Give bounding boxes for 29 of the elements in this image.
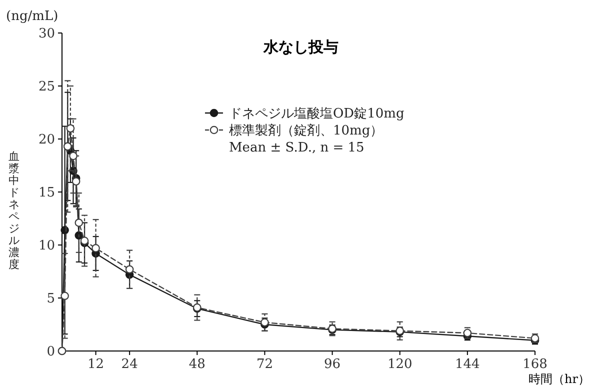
x-tick-label: 120 [387, 357, 412, 372]
x-tick-label: 144 [455, 357, 480, 372]
x-axis-title: 時間（hr） [528, 372, 590, 386]
point [72, 177, 80, 186]
x-tick-label: 12 [88, 357, 104, 372]
text: 血漿中ドネペジル濃度 [8, 150, 20, 271]
y-tick-label: 10 [38, 238, 55, 254]
point [66, 124, 75, 133]
point [74, 218, 84, 227]
x-tick-label: 24 [121, 357, 138, 372]
x-tick-label: 168 [522, 357, 548, 372]
legend-label: ドネペジル塩酸塩OD錠10mg [229, 106, 404, 122]
y-tick-label: 0 [46, 344, 55, 360]
chart-title: 水なし投与 [262, 38, 338, 56]
y-tick-label: 30 [38, 26, 55, 42]
point [80, 236, 89, 245]
y-tick-label: 15 [38, 186, 55, 200]
x-tick-label: 72 [256, 357, 273, 372]
point [125, 265, 134, 274]
x-tick-label: 96 [324, 357, 341, 372]
point [92, 244, 100, 252]
text: (ng/mL) [6, 9, 58, 24]
y-tick-label: 20 [38, 132, 55, 148]
legend-label: 標準製剤（錠剤、10mg） [229, 124, 384, 138]
y-tick-label: 5 [46, 292, 55, 306]
y-tick-label: 25 [38, 80, 55, 94]
x-tick-label: 48 [188, 357, 206, 372]
annotation: Mean ± S.D., n = 15 [229, 140, 364, 156]
point [60, 292, 69, 300]
